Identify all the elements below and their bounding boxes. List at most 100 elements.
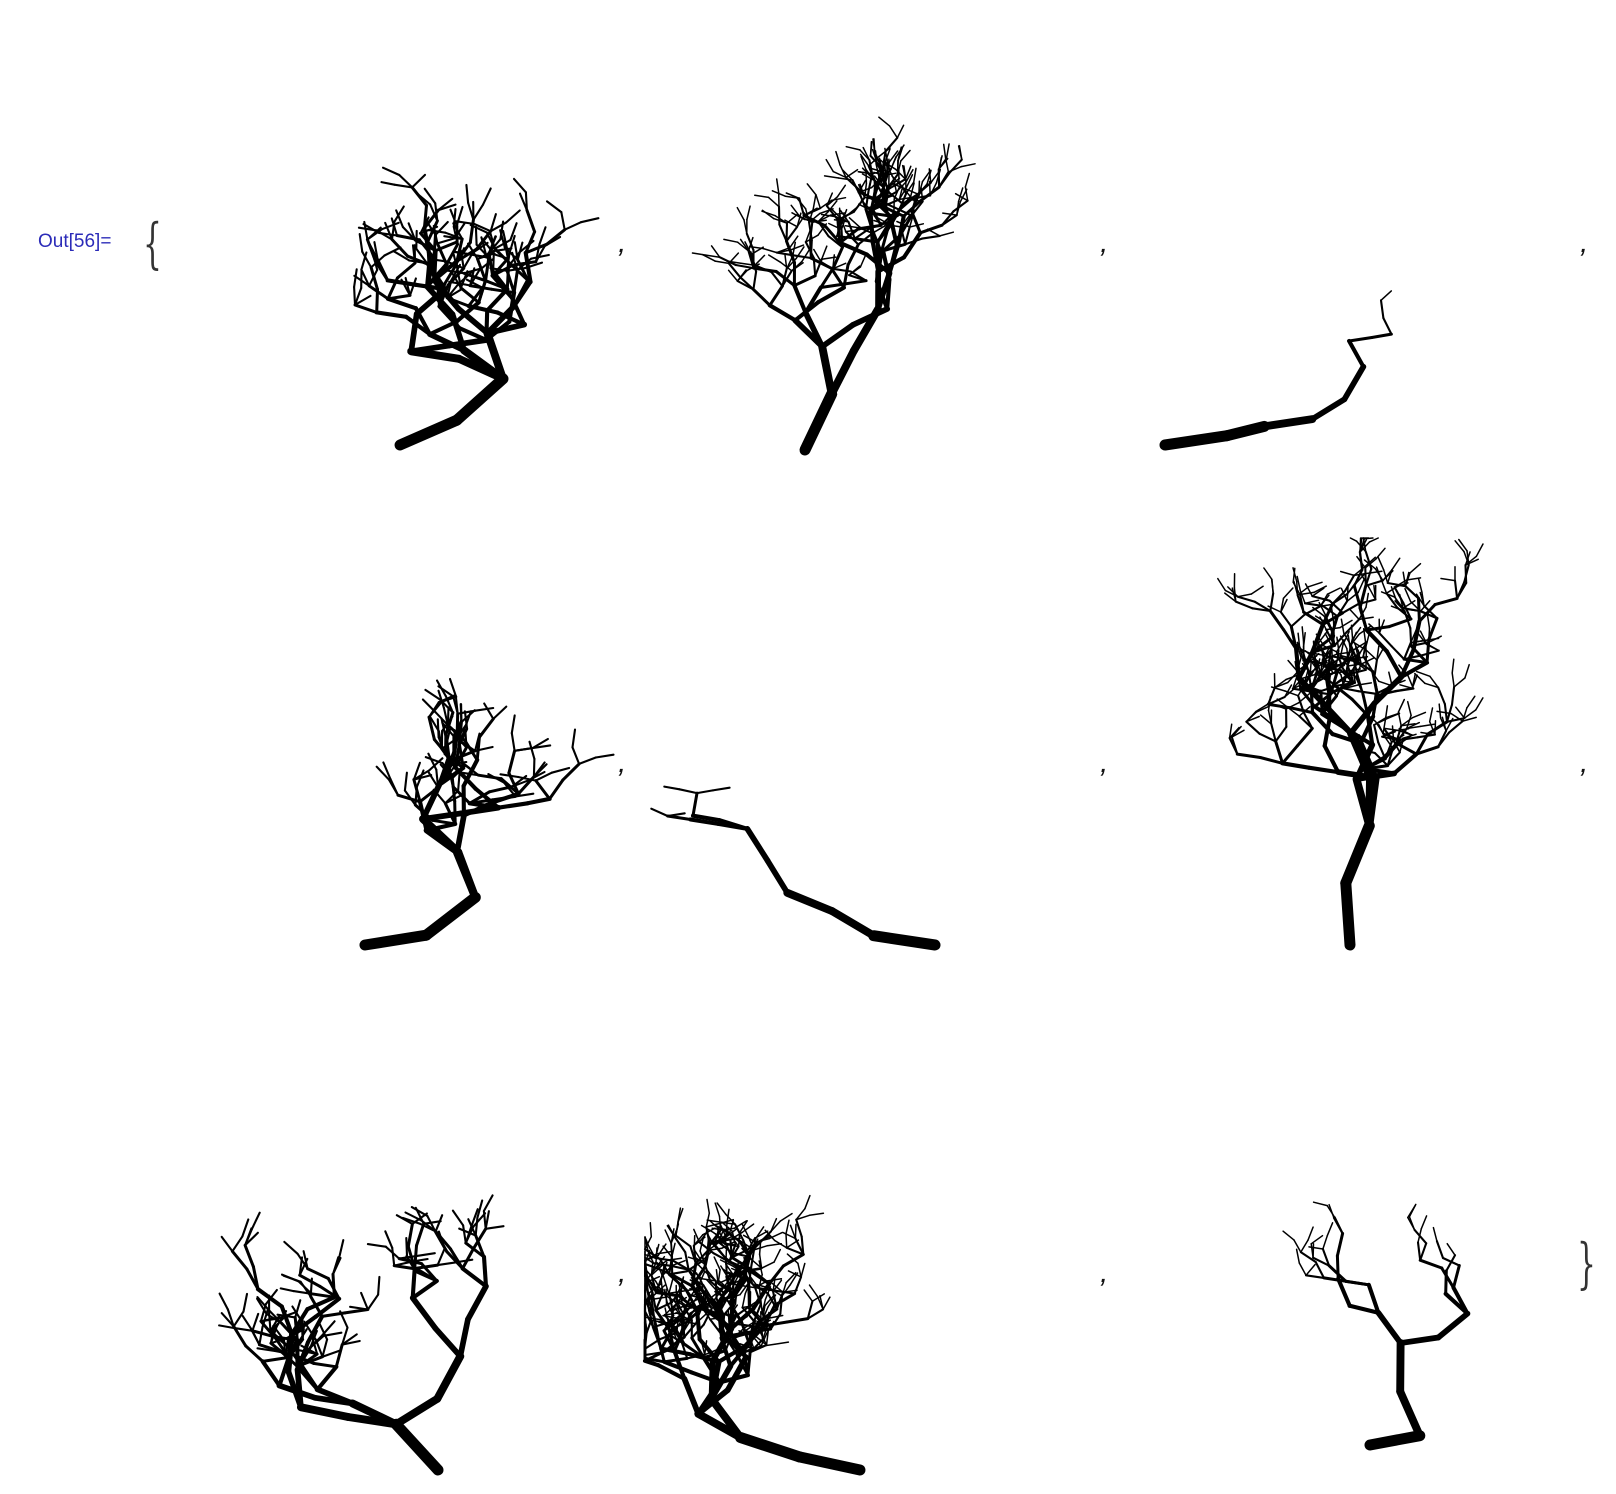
branch-segment [820, 245, 828, 260]
branch-segment [464, 1241, 486, 1259]
branch-segment [511, 260, 538, 267]
branch-segment [1464, 663, 1470, 679]
branch-segment [817, 223, 828, 236]
list-separator: , [1580, 746, 1589, 779]
branch-segment [305, 1295, 337, 1312]
branch-segment [395, 209, 404, 229]
branch-segment [723, 238, 739, 243]
branch-segment [881, 242, 907, 253]
branch-segment [1301, 626, 1305, 642]
branch-segment [594, 753, 615, 759]
open-brace: { [143, 212, 162, 275]
branch-segment [896, 124, 905, 139]
branch-segment [1358, 584, 1368, 610]
branch-segment [1343, 651, 1350, 667]
branch-segment [470, 253, 490, 259]
branch-segment [741, 1223, 750, 1238]
branch-segment [662, 1275, 669, 1290]
branch-segment [1452, 1264, 1461, 1290]
branch-segment [652, 1262, 673, 1267]
branch-segment [1397, 1334, 1442, 1346]
branch-segment [450, 263, 462, 282]
branch-segment [1375, 1309, 1404, 1346]
branch-segment [1332, 683, 1354, 701]
branch-segment [861, 173, 876, 182]
branch-segment [732, 1261, 740, 1277]
branch-segment [485, 287, 510, 313]
branch-segment [386, 276, 399, 301]
branch-segment [1417, 596, 1421, 623]
branch-segment [1387, 617, 1413, 629]
branch-segment [435, 241, 449, 266]
branch-segment [718, 1226, 732, 1236]
tree-graphic-4[interactable] [160, 530, 620, 990]
branch-segment [424, 688, 442, 701]
branch-segment [673, 1236, 687, 1254]
branch-segment [717, 1282, 735, 1295]
branch-segment [472, 203, 485, 221]
branch-segment [455, 220, 476, 226]
branch-segment [945, 143, 950, 159]
branch-segment [1384, 705, 1389, 721]
branch-segment [1234, 600, 1254, 610]
branch-segment [897, 146, 904, 162]
branch-segment [1399, 660, 1430, 679]
branch-segment [444, 794, 463, 805]
branch-segment [1345, 618, 1361, 634]
branch-segment [1322, 1276, 1349, 1283]
branch-segment [1280, 597, 1285, 613]
tree-graphic-5[interactable] [640, 530, 1100, 990]
branch-segment [458, 1227, 477, 1237]
branch-segment [409, 1295, 439, 1331]
tree-graphic-1[interactable] [160, 20, 620, 480]
branch-segment [1302, 610, 1325, 626]
branch-segment [1404, 571, 1410, 587]
branch-segment [1393, 586, 1405, 604]
tree-graphic-7[interactable] [160, 1030, 620, 1490]
branch-segment [1414, 732, 1430, 756]
branch-segment [294, 1299, 302, 1319]
branch-segment [839, 214, 843, 231]
branch-segment [470, 1208, 479, 1228]
branch-segment [1433, 596, 1459, 607]
branch-segment [1287, 659, 1298, 672]
tree-graphic-2[interactable] [640, 20, 1100, 480]
branch-segment [244, 1227, 253, 1247]
branch-segment [1397, 698, 1406, 713]
tree-graphic-9[interactable] [1120, 1030, 1580, 1490]
branch-segment [1326, 692, 1332, 719]
branch-segment [1350, 633, 1361, 646]
branch-segment [1326, 587, 1341, 595]
branch-segment [654, 1243, 660, 1259]
branch-segment [1315, 639, 1325, 654]
branch-segment [1410, 639, 1426, 644]
branch-segment [778, 223, 788, 243]
close-brace: } [1577, 1232, 1596, 1295]
branch-segment [427, 228, 447, 234]
branch-segment [1312, 704, 1342, 726]
branch-segment [1392, 752, 1419, 776]
tree-graphic-3[interactable] [1120, 20, 1580, 480]
tree-graphic-8[interactable] [640, 1030, 1100, 1490]
branch-segment [1343, 687, 1360, 693]
branch-segment [261, 1356, 287, 1363]
branch-segment [719, 1332, 727, 1352]
branch-segment [948, 158, 963, 174]
branch-segment [676, 1317, 680, 1334]
branch-segment [691, 791, 699, 818]
branch-segment [749, 1338, 764, 1354]
branch-segment [698, 1270, 706, 1286]
branch-segment [1423, 637, 1440, 642]
branch-segment [448, 758, 461, 775]
branch-segment [1419, 600, 1431, 613]
branch-segment [811, 1293, 826, 1303]
branch-segment [413, 286, 449, 317]
branch-segment [705, 1231, 714, 1245]
branch-segment [816, 285, 846, 305]
branch-segment [857, 170, 873, 175]
branch-segment [1437, 686, 1446, 706]
tree-graphic-6[interactable] [1120, 530, 1580, 990]
branch-segment [1322, 646, 1331, 661]
branch-segment [495, 310, 527, 327]
branch-segment [1419, 723, 1435, 728]
